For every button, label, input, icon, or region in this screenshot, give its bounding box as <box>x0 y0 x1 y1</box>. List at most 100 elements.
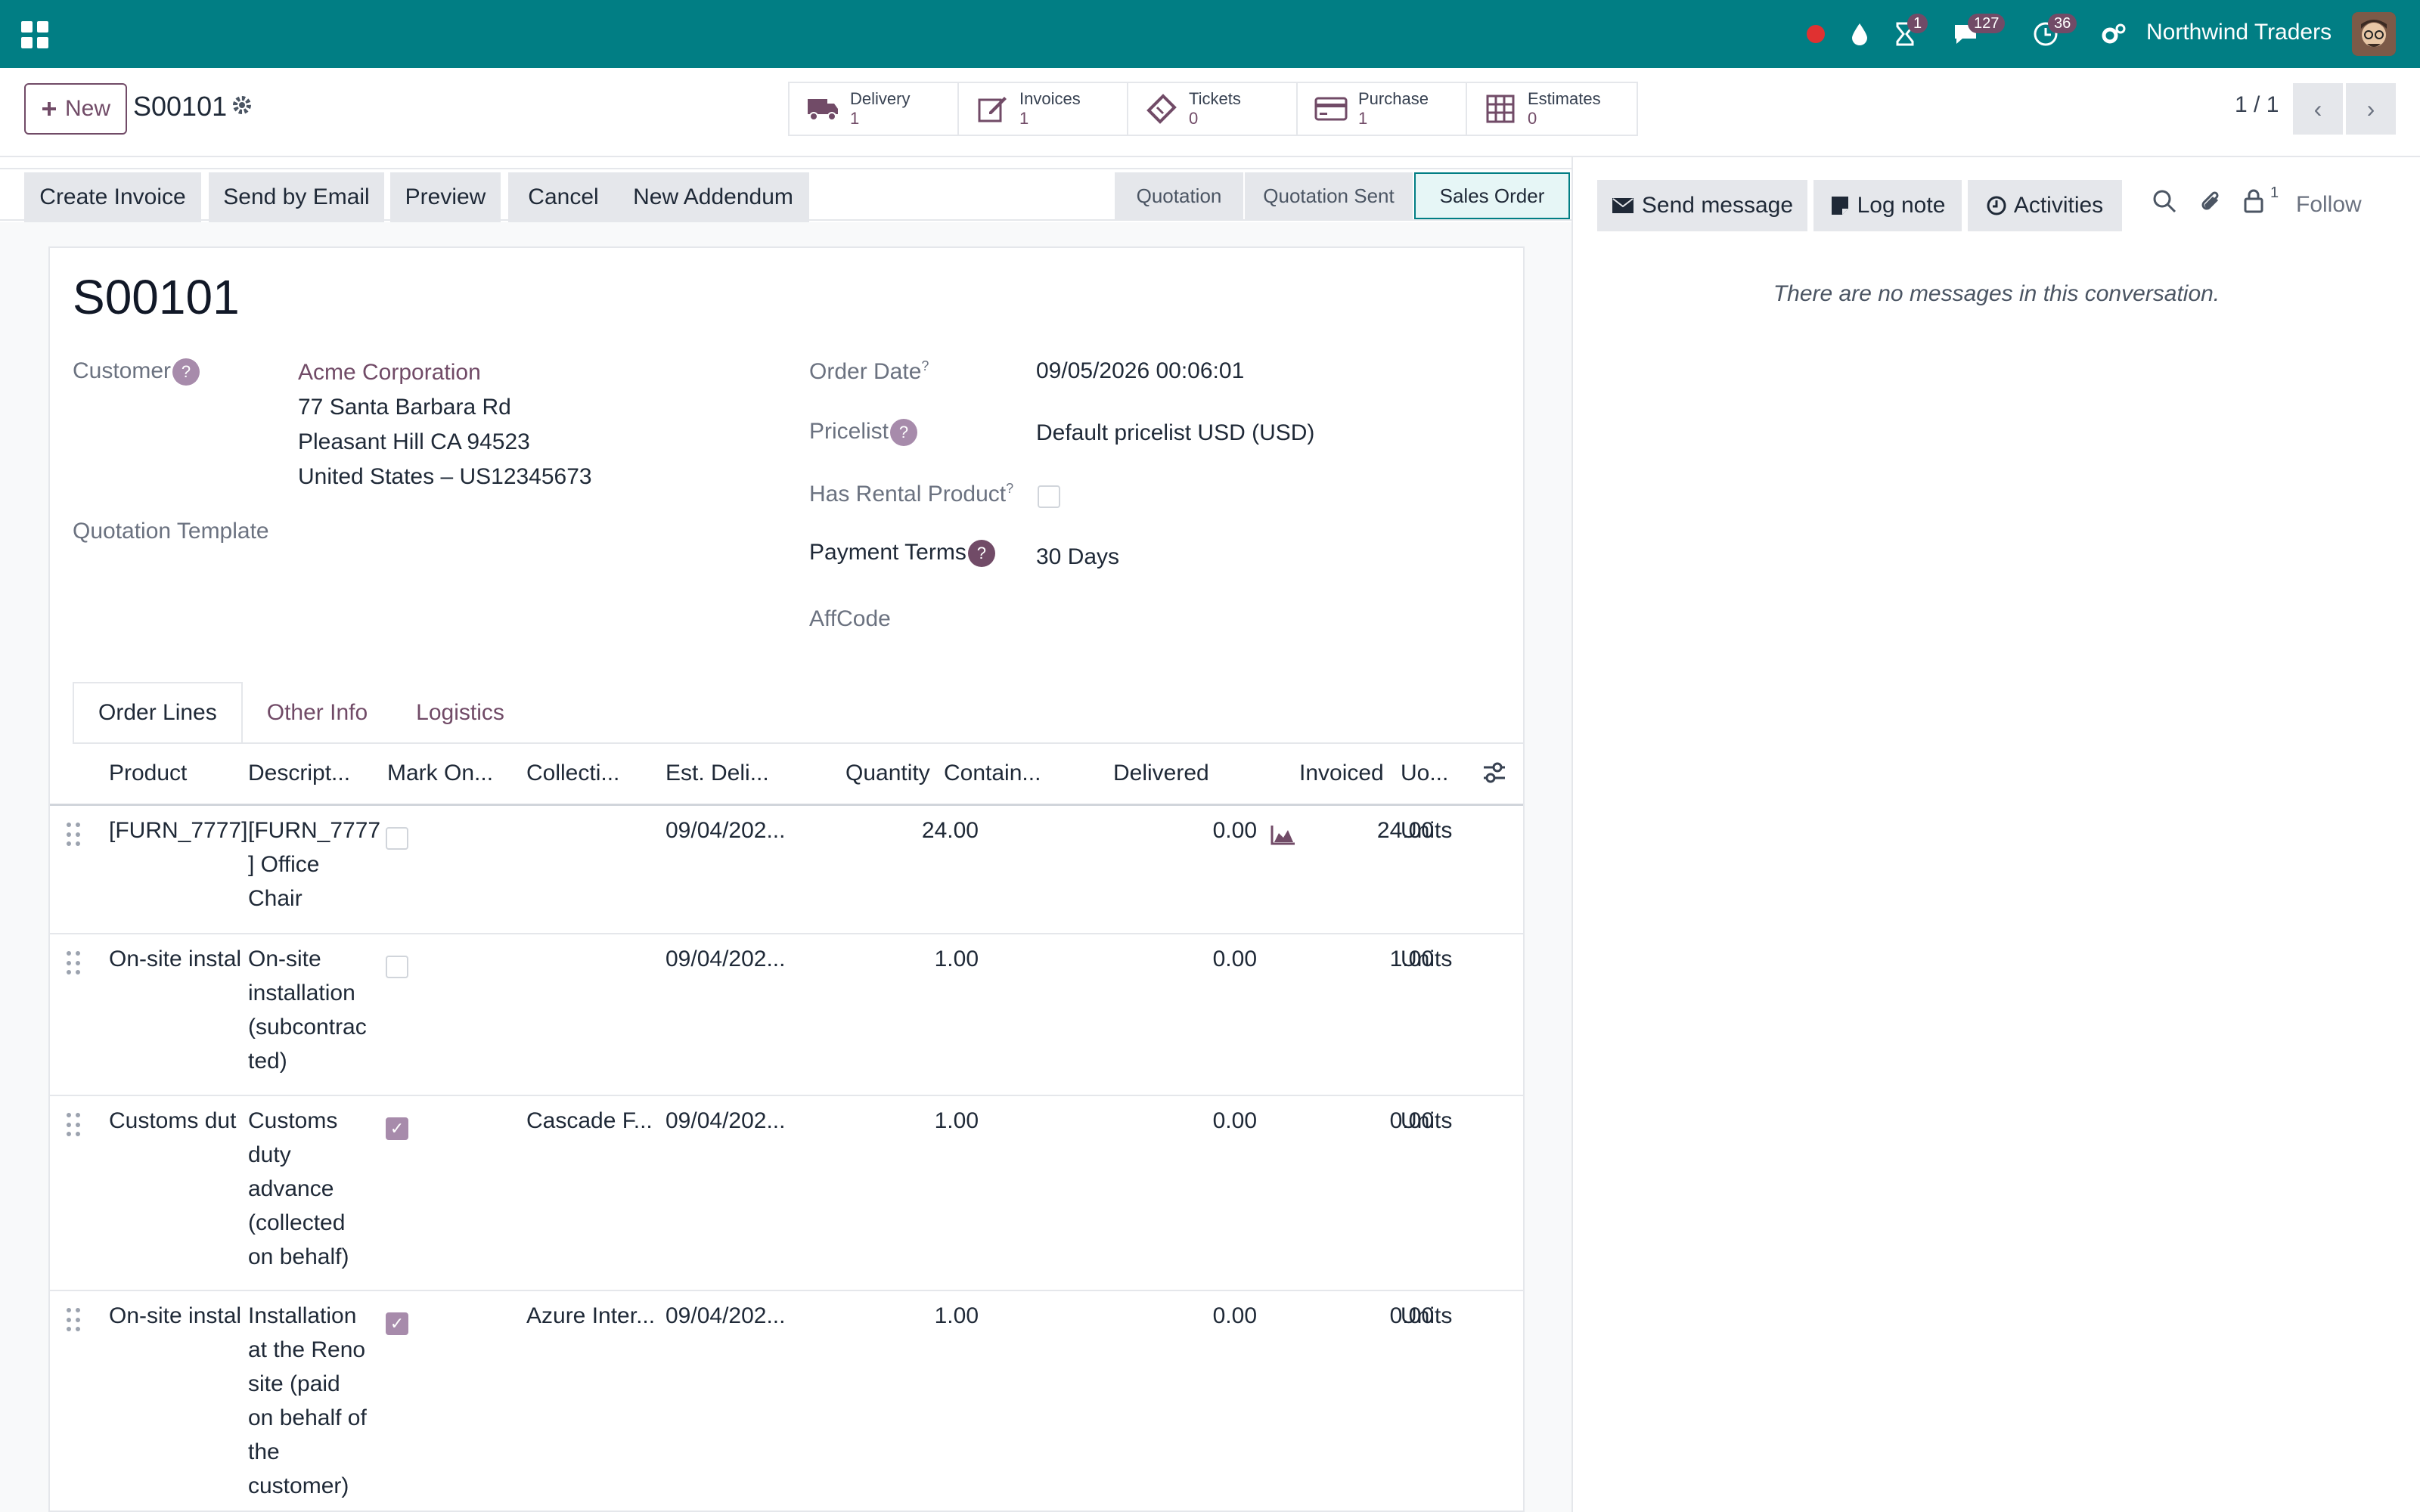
row-uom[interactable]: Units <box>1401 818 1453 843</box>
row-description-line[interactable]: site (paid <box>248 1371 340 1396</box>
column-product[interactable]: Product <box>109 761 188 785</box>
row-uom[interactable]: Units <box>1401 947 1453 971</box>
search-icon[interactable] <box>2152 189 2176 219</box>
column-mark[interactable]: Mark On... <box>387 761 494 785</box>
row-delivered[interactable]: 0.00 <box>1212 947 1257 971</box>
table-row[interactable]: [FURN_7777] [FURN_7777 ] Office Chair 09… <box>50 806 1523 934</box>
new-addendum-button[interactable]: New Addendum <box>617 172 809 222</box>
activity-hourglass-icon[interactable]: 1 <box>1888 14 1928 51</box>
row-product[interactable]: [FURN_7777] <box>109 818 248 843</box>
drag-handle-icon[interactable] <box>67 951 82 977</box>
help-icon[interactable]: ? <box>890 419 918 446</box>
row-collection[interactable]: Azure Inter... <box>526 1303 656 1328</box>
has-rental-product-checkbox[interactable] <box>1038 485 1060 508</box>
row-description-line[interactable]: on behalf) <box>248 1244 349 1269</box>
mark-checkbox-checked[interactable]: ✓ <box>386 1117 408 1140</box>
row-delivered[interactable]: 0.00 <box>1212 1108 1257 1133</box>
smart-button-estimates[interactable]: Estimates 0 <box>1467 83 1637 135</box>
smart-button-tickets[interactable]: Tickets 0 <box>1128 83 1298 135</box>
log-note-button[interactable]: Log note <box>1813 180 1962 231</box>
stage-sales-order[interactable]: Sales Order <box>1414 172 1570 219</box>
smart-button-purchase[interactable]: Purchase 1 <box>1298 83 1467 135</box>
pricelist-value[interactable]: Default pricelist USD (USD) <box>1036 420 1315 445</box>
drag-handle-icon[interactable] <box>67 1308 82 1334</box>
preview-button[interactable]: Preview <box>390 172 501 222</box>
pager-next-button[interactable]: › <box>2346 83 2396 135</box>
row-uom[interactable]: Units <box>1401 1303 1453 1328</box>
create-invoice-button[interactable]: Create Invoice <box>24 172 201 222</box>
paperclip-icon[interactable] <box>2199 189 2222 221</box>
help-icon[interactable]: ? <box>172 358 200 386</box>
messages-icon[interactable]: 127 <box>1948 14 2006 51</box>
record-indicator-icon[interactable] <box>1798 17 1833 51</box>
mark-checkbox[interactable] <box>386 956 408 978</box>
row-delivered[interactable]: 0.00 <box>1212 1303 1257 1328</box>
column-container[interactable]: Contain... <box>944 761 1041 785</box>
row-delivery-date[interactable]: 09/04/202... <box>666 1303 786 1328</box>
column-delivery-date[interactable]: Est. Deli... <box>666 761 769 785</box>
row-product[interactable]: On-site instal <box>109 947 242 971</box>
row-description-line[interactable]: at the Reno <box>248 1337 366 1362</box>
company-name[interactable]: Northwind Traders <box>2146 20 2332 45</box>
send-by-email-button[interactable]: Send by Email <box>209 172 384 222</box>
column-quantity[interactable]: Quantity <box>845 761 930 785</box>
tab-other-info[interactable]: Other Info <box>266 700 368 725</box>
drop-icon[interactable] <box>1842 17 1877 51</box>
row-delivered[interactable]: 0.00 <box>1212 818 1257 843</box>
column-delivered[interactable]: Delivered <box>1113 761 1209 785</box>
row-delivery-date[interactable]: 09/04/202... <box>666 818 786 843</box>
column-description[interactable]: Descript... <box>248 761 351 785</box>
followers-lock-icon[interactable] <box>2243 189 2264 219</box>
row-product[interactable]: Customs dut <box>109 1108 237 1133</box>
row-description-line[interactable]: installation <box>248 981 355 1005</box>
row-invoiced[interactable]: 0.00 <box>1389 1303 1434 1328</box>
table-row[interactable]: On-site instal On-site installation (sub… <box>50 934 1523 1096</box>
row-description-line[interactable]: Chair <box>248 886 302 911</box>
apps-menu-icon[interactable] <box>18 18 51 51</box>
drag-handle-icon[interactable] <box>67 1113 82 1139</box>
send-message-button[interactable]: Send message <box>1597 180 1807 231</box>
help-icon[interactable]: ? <box>967 540 995 567</box>
mark-checkbox-checked[interactable]: ✓ <box>386 1312 408 1335</box>
row-description-line[interactable]: (collected <box>248 1210 346 1235</box>
row-invoiced[interactable]: 0.00 <box>1389 1108 1434 1133</box>
settings-cogs-icon[interactable] <box>2096 17 2131 51</box>
gear-icon[interactable] <box>231 94 253 122</box>
new-button[interactable]: New <box>24 83 127 135</box>
row-delivery-date[interactable]: 09/04/202... <box>666 1108 786 1133</box>
row-description-line[interactable]: [FURN_7777 <box>248 818 381 843</box>
row-description-line[interactable]: Installation <box>248 1303 357 1328</box>
customer-link[interactable]: Acme Corporation <box>298 360 481 385</box>
order-date-value[interactable]: 09/05/2026 00:06:01 <box>1036 358 1245 383</box>
row-quantity[interactable]: 1.00 <box>934 1303 979 1328</box>
row-description-line[interactable]: ted) <box>248 1049 287 1074</box>
cancel-button[interactable]: Cancel <box>508 172 619 222</box>
help-question-icon[interactable]: ? <box>1006 481 1014 496</box>
row-invoiced[interactable]: 1.00 <box>1389 947 1434 971</box>
pager-value[interactable]: 1 / 1 <box>2235 92 2279 117</box>
payment-terms-value[interactable]: 30 Days <box>1036 544 1120 569</box>
mark-checkbox[interactable] <box>386 827 408 850</box>
clock-icon[interactable]: 36 <box>2028 14 2077 51</box>
activities-button[interactable]: Activities <box>1968 180 2122 231</box>
user-avatar[interactable] <box>2352 12 2396 56</box>
row-invoiced[interactable]: 24.00 <box>1376 818 1434 843</box>
row-product[interactable]: On-site instal <box>109 1303 242 1328</box>
row-description-line[interactable]: customer) <box>248 1473 349 1498</box>
column-collection[interactable]: Collecti... <box>526 761 620 785</box>
table-row[interactable]: Customs dut Customs duty advance (collec… <box>50 1096 1523 1291</box>
row-uom[interactable]: Units <box>1401 1108 1453 1133</box>
row-description-line[interactable]: (subcontrac <box>248 1015 367 1040</box>
row-description-line[interactable]: ] Office <box>248 852 320 877</box>
column-invoiced[interactable]: Invoiced <box>1299 761 1384 785</box>
drag-handle-icon[interactable] <box>67 823 82 848</box>
stage-quotation-sent[interactable]: Quotation Sent <box>1245 172 1413 219</box>
row-description-line[interactable]: on behalf of <box>248 1405 367 1430</box>
stage-quotation[interactable]: Quotation <box>1115 172 1243 219</box>
help-question-icon[interactable]: ? <box>921 358 929 373</box>
row-description-line[interactable]: Customs <box>248 1108 338 1133</box>
tab-logistics[interactable]: Logistics <box>416 700 504 725</box>
forecast-chart-icon[interactable] <box>1270 821 1296 855</box>
smart-button-invoices[interactable]: Invoices 1 <box>959 83 1128 135</box>
follow-button[interactable]: Follow <box>2296 192 2362 217</box>
